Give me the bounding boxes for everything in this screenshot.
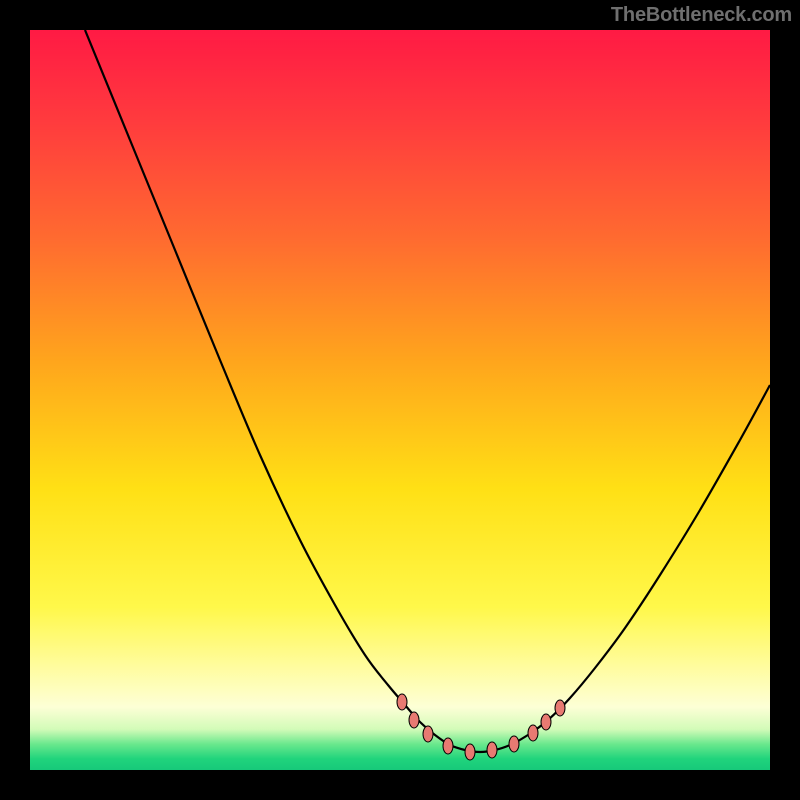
data-marker	[397, 694, 407, 710]
data-marker	[465, 744, 475, 760]
chart-background	[30, 30, 770, 770]
data-marker	[487, 742, 497, 758]
watermark-text: TheBottleneck.com	[611, 4, 792, 27]
data-marker	[509, 736, 519, 752]
chart-svg	[30, 30, 770, 770]
data-marker	[443, 738, 453, 754]
data-marker	[409, 712, 419, 728]
data-marker	[555, 700, 565, 716]
data-marker	[528, 725, 538, 741]
chart-frame: TheBottleneck.com	[0, 0, 800, 800]
data-marker	[541, 714, 551, 730]
data-marker	[423, 726, 433, 742]
plot-area	[30, 30, 770, 770]
